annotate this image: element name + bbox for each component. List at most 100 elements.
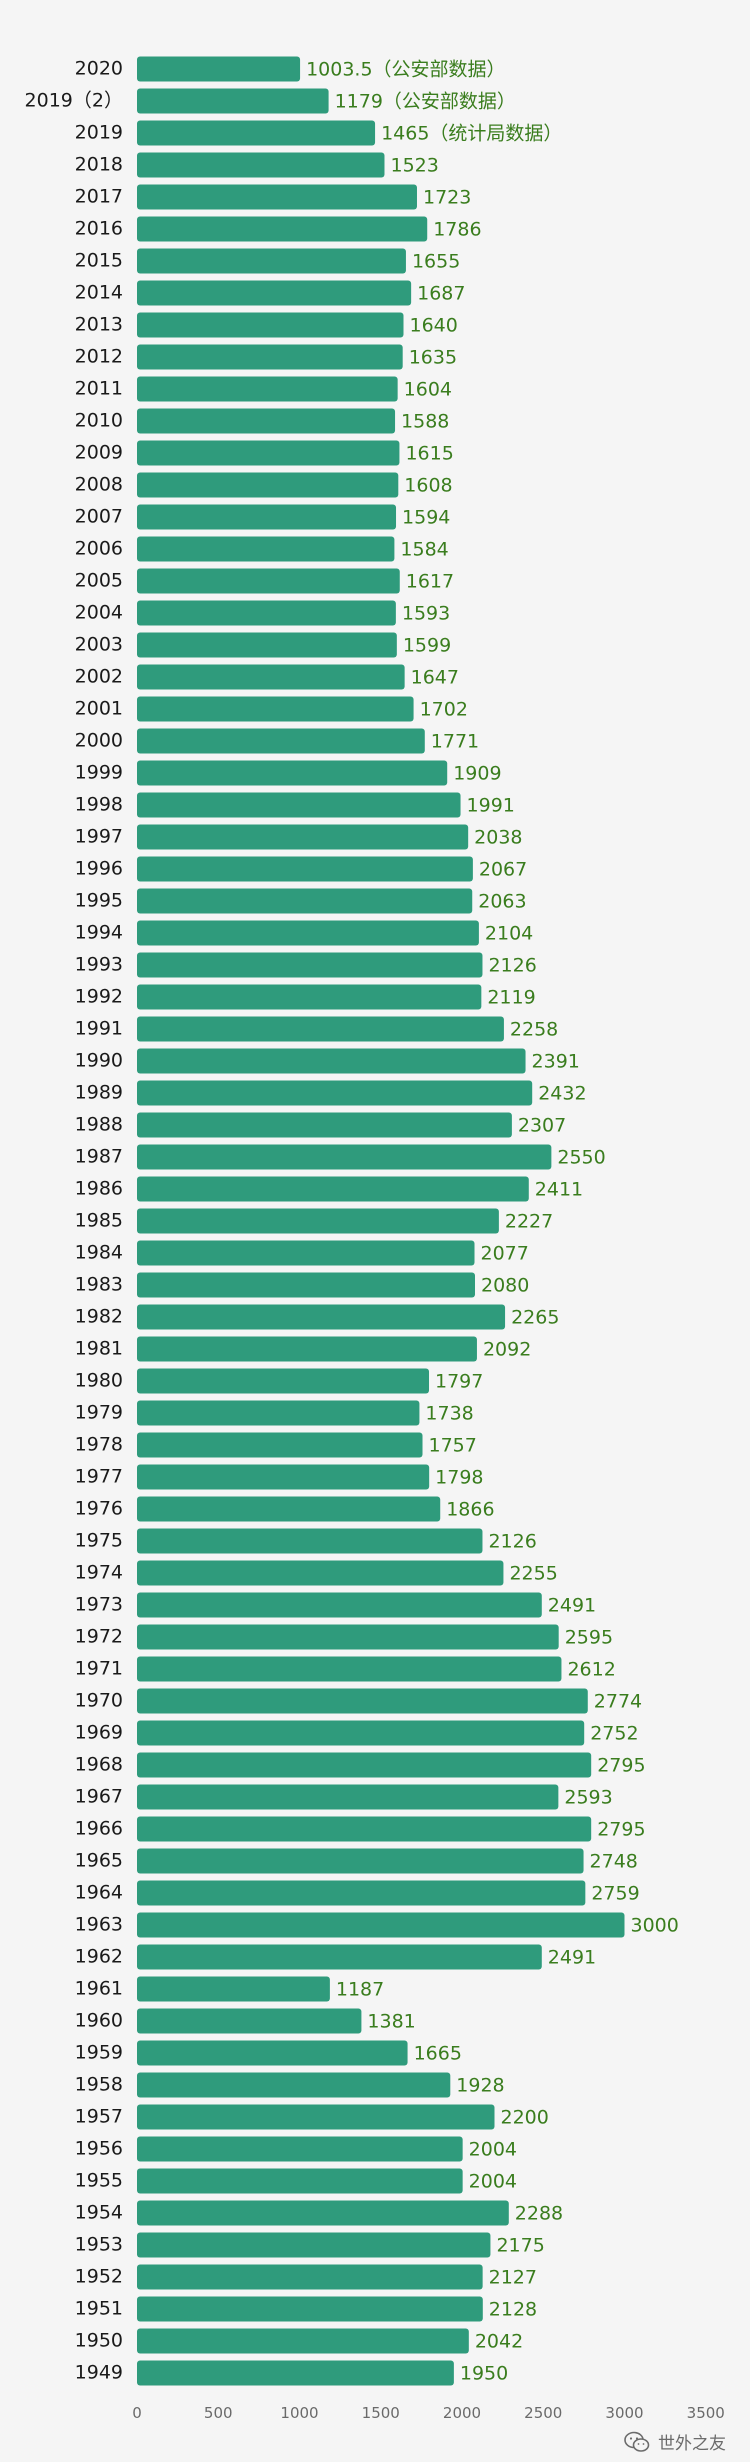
bar [137, 1464, 430, 1490]
bar [137, 2200, 509, 2226]
data-label: 1866 [446, 1499, 494, 1521]
data-label: 2128 [489, 2299, 537, 2321]
bar [137, 248, 406, 274]
category-label: 1968 [75, 1754, 123, 1776]
category-label: 1998 [75, 794, 123, 816]
data-label: 1187 [336, 1979, 384, 2001]
bar [137, 1720, 585, 1746]
bar [137, 1112, 512, 1138]
bar [137, 2168, 463, 2194]
data-label: 1702 [420, 699, 468, 721]
category-label: 2015 [75, 250, 123, 272]
bar [137, 1368, 430, 1394]
bar [137, 984, 482, 1010]
category-label: 1959 [75, 2042, 123, 2064]
category-label: 2009 [75, 442, 123, 464]
category-label: 1962 [75, 1946, 123, 1968]
category-label: 1997 [75, 826, 123, 848]
category-label: 1996 [75, 858, 123, 880]
x-tick-label: 1500 [362, 2404, 400, 2422]
bar [137, 88, 329, 114]
category-label: 1995 [75, 890, 123, 912]
data-label: 2795 [597, 1819, 645, 1841]
category-label: 1964 [75, 1882, 123, 1904]
bar [137, 1176, 529, 1202]
data-label: 1635 [409, 347, 457, 369]
bar [137, 1784, 559, 1810]
bar [137, 568, 400, 594]
bar [137, 728, 425, 754]
data-label: 2126 [488, 955, 536, 977]
bar [137, 1624, 559, 1650]
category-label: 1970 [75, 1690, 123, 1712]
category-label: 2000 [75, 730, 123, 752]
category-label: 1986 [75, 1178, 123, 1200]
category-label: 2001 [75, 698, 123, 720]
bar [137, 1496, 441, 1522]
category-label: 1956 [75, 2138, 123, 2160]
bar [137, 2072, 451, 2098]
category-label: 1993 [75, 954, 123, 976]
bar [137, 888, 473, 914]
data-label: 2612 [567, 1659, 615, 1681]
data-label: 2255 [509, 1563, 557, 1585]
data-label: 2288 [515, 2203, 563, 2225]
bar [137, 1304, 506, 1330]
category-label: 1999 [75, 762, 123, 784]
data-label: 2432 [538, 1083, 586, 1105]
category-label: 2018 [75, 154, 123, 176]
data-label: 2038 [474, 827, 522, 849]
bar [137, 2232, 491, 2258]
category-label: 1949 [75, 2362, 123, 2384]
data-label: 1617 [406, 571, 454, 593]
data-label: 1615 [405, 443, 453, 465]
category-label: 2007 [75, 506, 123, 528]
category-label: 1952 [75, 2266, 123, 2288]
category-label: 2012 [75, 346, 123, 368]
bar [137, 1336, 477, 1362]
bar [137, 408, 396, 434]
bar [137, 472, 399, 498]
bar [137, 376, 398, 402]
bar [137, 1400, 420, 1426]
category-label: 1960 [75, 2010, 123, 2032]
data-label: 2307 [518, 1115, 566, 1137]
category-label: 1972 [75, 1626, 123, 1648]
wechat-icon [624, 2431, 650, 2452]
data-label: 1593 [402, 603, 450, 625]
bar [137, 120, 376, 146]
data-label: 2119 [487, 987, 535, 1009]
bar [137, 1560, 504, 1586]
bar [137, 344, 403, 370]
category-label: 1973 [75, 1594, 123, 1616]
x-tick-label: 0 [132, 2404, 142, 2422]
x-tick-label: 2500 [524, 2404, 562, 2422]
data-label: 1594 [402, 507, 450, 529]
data-label: 1723 [423, 187, 471, 209]
category-label: 2002 [75, 666, 123, 688]
category-label: 1953 [75, 2234, 123, 2256]
data-label: 2077 [481, 1243, 529, 1265]
bar [137, 312, 404, 338]
bar [137, 760, 448, 786]
bar [137, 2264, 483, 2290]
bar [137, 2360, 454, 2386]
bar [137, 1048, 526, 1074]
category-label: 2016 [75, 218, 123, 240]
data-label: 2391 [532, 1051, 580, 1073]
data-label: 2080 [481, 1275, 529, 1297]
category-label: 1983 [75, 1274, 123, 1296]
category-label: 1981 [75, 1338, 123, 1360]
x-tick-label: 1000 [280, 2404, 318, 2422]
data-label: 1738 [425, 1403, 473, 1425]
bar [137, 2008, 362, 2034]
x-tick-label: 500 [204, 2404, 233, 2422]
category-label: 1979 [75, 1402, 123, 1424]
x-tick-label: 3000 [605, 2404, 643, 2422]
category-label: 2004 [75, 602, 123, 624]
data-label: 1909 [453, 763, 501, 785]
bar [137, 952, 483, 978]
bar [137, 2104, 495, 2130]
category-label: 1967 [75, 1786, 123, 1808]
bar [137, 504, 397, 530]
